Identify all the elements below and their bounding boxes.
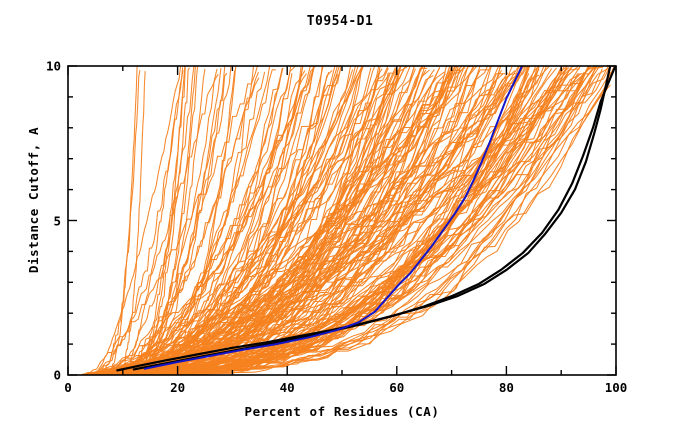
curve bbox=[93, 69, 404, 375]
curve bbox=[116, 66, 569, 375]
curve bbox=[115, 66, 316, 375]
curve bbox=[86, 66, 463, 375]
x-tick-label: 60 bbox=[389, 380, 405, 395]
curve bbox=[130, 72, 611, 375]
curve bbox=[82, 66, 340, 375]
curve bbox=[92, 69, 461, 374]
curve bbox=[118, 71, 259, 375]
curve bbox=[112, 66, 597, 375]
x-tick-label: 100 bbox=[604, 380, 628, 395]
curve bbox=[86, 67, 184, 375]
curve bbox=[87, 66, 551, 375]
curve bbox=[122, 69, 184, 375]
curve bbox=[84, 66, 258, 375]
curve bbox=[114, 66, 186, 375]
curve bbox=[97, 66, 389, 375]
y-tick-label: 10 bbox=[45, 58, 61, 74]
prediction-curves bbox=[81, 66, 615, 375]
reference-curves bbox=[116, 66, 616, 372]
x-tick-label: 0 bbox=[64, 380, 72, 395]
curve bbox=[90, 66, 475, 375]
x-tick-label: 40 bbox=[279, 380, 295, 395]
curve bbox=[84, 67, 571, 375]
curve bbox=[118, 72, 399, 375]
curve bbox=[112, 69, 570, 375]
curve bbox=[127, 67, 466, 375]
x-axis-label: Percent of Residues (CA) bbox=[244, 404, 440, 419]
chart-title: T0954-D1 bbox=[306, 14, 374, 29]
curve bbox=[116, 66, 612, 372]
curve bbox=[90, 66, 407, 375]
curve bbox=[86, 66, 589, 375]
curve bbox=[143, 66, 524, 370]
curve bbox=[84, 66, 376, 375]
y-tick-label: 0 bbox=[53, 367, 61, 383]
x-tick-label: 80 bbox=[498, 380, 514, 395]
y-tick-label: 5 bbox=[53, 213, 61, 228]
axis-ticks bbox=[67, 65, 617, 376]
curve bbox=[93, 66, 182, 375]
x-tick-label: 20 bbox=[170, 380, 186, 395]
